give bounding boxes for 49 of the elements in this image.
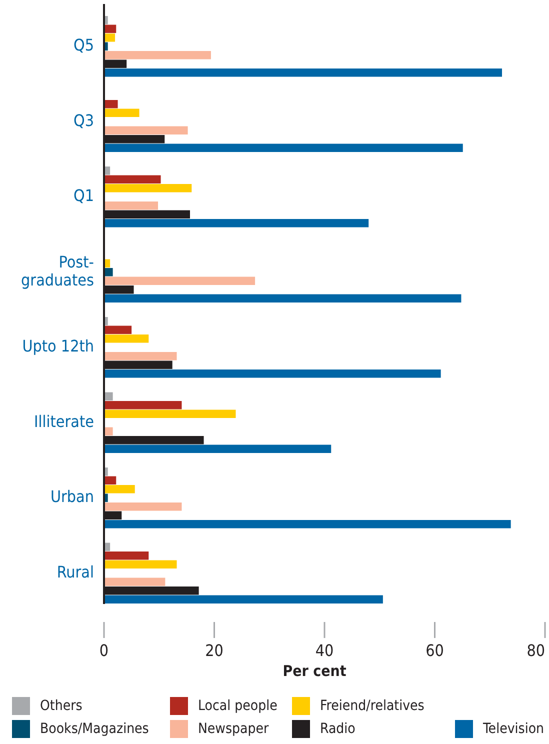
bar: [104, 108, 140, 117]
bar: [104, 219, 369, 228]
legend-label: Newspaper: [198, 721, 270, 737]
legend-label: Books/Magazines: [40, 721, 149, 737]
y-tick-label: Illiterate: [34, 412, 94, 432]
y-tick-label: Q5: [74, 36, 94, 55]
legend-label: Others: [40, 698, 82, 714]
y-tick-label: Rural: [56, 562, 94, 582]
bar: [104, 552, 149, 560]
bar: [104, 370, 441, 378]
bar: [104, 276, 256, 285]
bar: [104, 410, 236, 418]
bar: [104, 268, 113, 276]
bar: [104, 578, 166, 586]
legend-label: Freiend/relatives: [320, 698, 424, 714]
bar: [104, 51, 211, 60]
x-tick-label: 20: [205, 641, 224, 660]
bar: [104, 334, 149, 343]
bar: [104, 144, 463, 152]
bar: [104, 294, 462, 302]
y-tick-label: Q3: [74, 111, 94, 130]
bar: [104, 34, 116, 42]
bar: [104, 401, 182, 410]
bar: [104, 126, 188, 134]
x-tick-label: 40: [315, 641, 334, 660]
bar: [104, 560, 177, 568]
bar: [104, 202, 158, 210]
bar: [104, 175, 161, 184]
bar: [104, 184, 192, 192]
bar: [104, 502, 182, 511]
bar: [104, 326, 132, 334]
legend-label: Television: [482, 721, 544, 737]
bar: [104, 520, 511, 528]
x-tick-label: 80: [526, 641, 545, 660]
y-tick-label: Upto 12th: [22, 337, 94, 356]
y-tick-label: Urban: [50, 488, 94, 506]
legend-label: Radio: [320, 721, 356, 737]
bar: [104, 352, 177, 360]
x-tick-label: 60: [426, 641, 444, 660]
x-tick-label: 0: [99, 641, 109, 660]
legend-label: Local people: [198, 698, 278, 714]
y-tick-label: Q1: [74, 186, 94, 206]
x-axis-title: Per cent: [282, 662, 347, 680]
bar: [104, 595, 383, 604]
bar: [104, 444, 332, 453]
bar: [104, 68, 502, 77]
y-tick-label: Post-graduates: [21, 252, 94, 290]
bar: [104, 485, 135, 494]
bar: [104, 100, 118, 108]
